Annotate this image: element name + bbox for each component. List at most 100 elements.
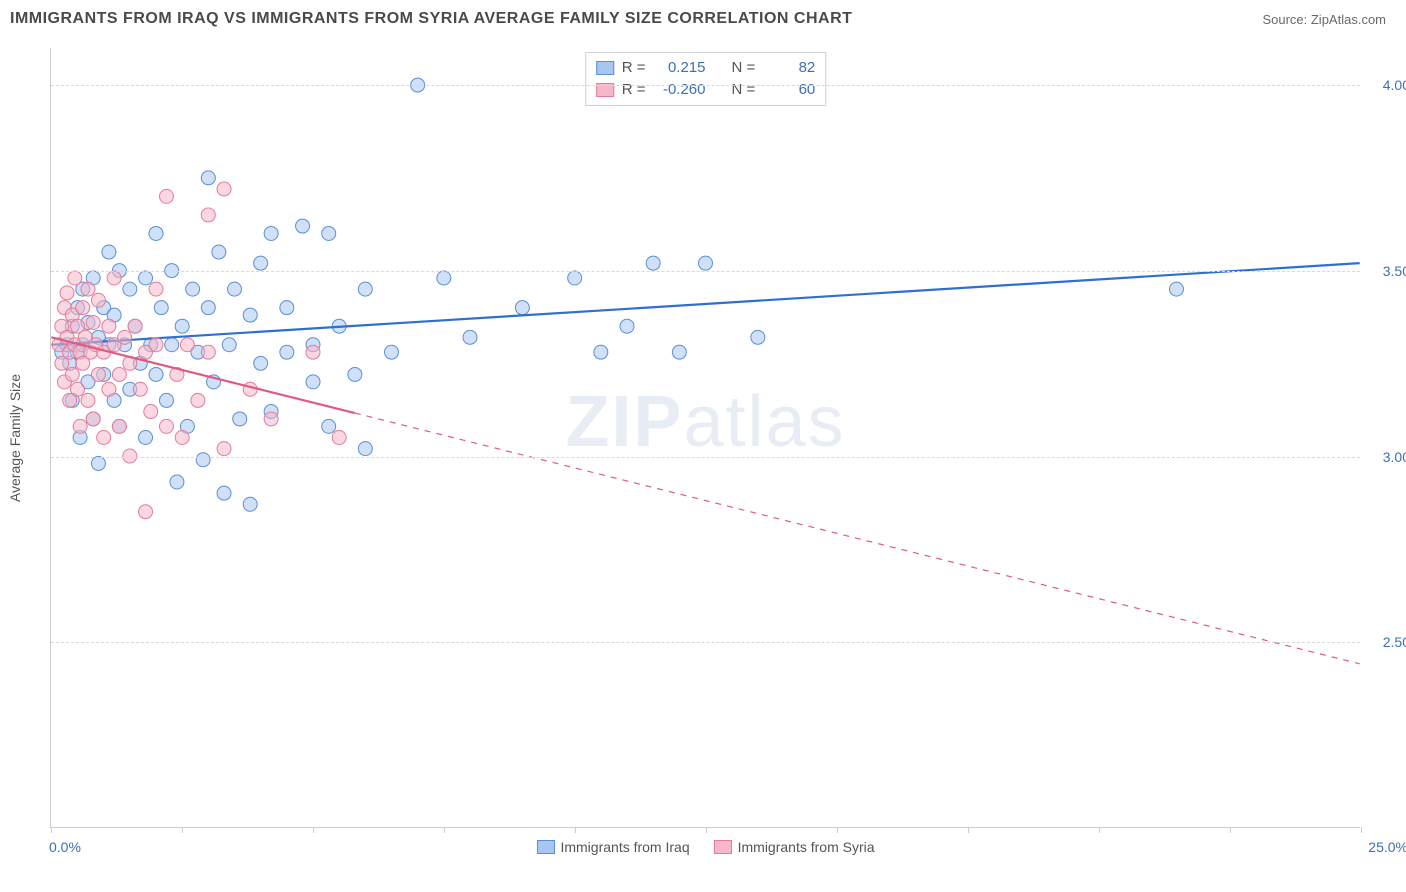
n-value-syria: 60 (763, 79, 815, 101)
data-point (60, 286, 74, 300)
data-point (191, 393, 205, 407)
data-point (243, 308, 257, 322)
data-point (81, 282, 95, 296)
regression-line-dashed (355, 413, 1360, 664)
legend-label-syria: Immigrants from Syria (738, 839, 875, 855)
data-point (159, 393, 173, 407)
data-point (515, 301, 529, 315)
data-point (133, 382, 147, 396)
data-point (212, 245, 226, 259)
data-point (159, 419, 173, 433)
data-point (358, 442, 372, 456)
data-point (102, 319, 116, 333)
data-point (91, 367, 105, 381)
data-point (91, 456, 105, 470)
data-point (201, 208, 215, 222)
data-point (123, 282, 137, 296)
swatch-iraq-bottom (536, 840, 554, 854)
y-tick-label: 3.00 (1366, 449, 1406, 465)
chart-title: IMMIGRANTS FROM IRAQ VS IMMIGRANTS FROM … (10, 10, 852, 28)
data-point (264, 226, 278, 240)
legend-item-syria: Immigrants from Syria (714, 839, 875, 855)
data-point (76, 301, 90, 315)
data-point (144, 405, 158, 419)
data-point (97, 431, 111, 445)
bottom-legend: Immigrants from Iraq Immigrants from Syr… (536, 839, 874, 855)
stats-row-syria: R = -0.260 N = 60 (596, 79, 816, 101)
data-point (165, 338, 179, 352)
plot-area: Average Family Size ZIPatlas R = 0.215 N… (50, 48, 1360, 828)
data-point (594, 345, 608, 359)
data-point (254, 356, 268, 370)
data-point (201, 301, 215, 315)
data-point (71, 382, 85, 396)
data-point (180, 338, 194, 352)
data-point (73, 419, 87, 433)
chart-source: Source: ZipAtlas.com (1262, 12, 1386, 27)
data-point (358, 282, 372, 296)
data-point (222, 338, 236, 352)
data-point (620, 319, 634, 333)
data-point (196, 453, 210, 467)
x-start-label: 0.0% (49, 839, 81, 855)
data-point (437, 271, 451, 285)
data-point (280, 345, 294, 359)
n-label-2: N = (732, 79, 756, 101)
x-end-label: 25.0% (1368, 839, 1406, 855)
chart-header: IMMIGRANTS FROM IRAQ VS IMMIGRANTS FROM … (0, 0, 1406, 34)
r-label: R = (622, 57, 646, 79)
data-point (128, 319, 142, 333)
data-point (68, 271, 82, 285)
data-point (751, 330, 765, 344)
data-point (149, 338, 163, 352)
data-point (91, 293, 105, 307)
data-point (149, 226, 163, 240)
data-point (175, 319, 189, 333)
data-point (296, 219, 310, 233)
data-point (112, 367, 126, 381)
data-point (348, 367, 362, 381)
data-point (264, 412, 278, 426)
r-value-iraq: 0.215 (654, 57, 706, 79)
swatch-syria-bottom (714, 840, 732, 854)
data-point (139, 431, 153, 445)
data-point (228, 282, 242, 296)
data-point (102, 382, 116, 396)
data-point (159, 189, 173, 203)
swatch-iraq (596, 61, 614, 75)
data-point (65, 367, 79, 381)
data-point (243, 497, 257, 511)
y-axis-title: Average Family Size (7, 373, 23, 501)
data-point (139, 505, 153, 519)
legend-label-iraq: Immigrants from Iraq (560, 839, 689, 855)
data-point (149, 367, 163, 381)
n-value-iraq: 82 (763, 57, 815, 79)
data-point (186, 282, 200, 296)
data-point (170, 475, 184, 489)
data-point (322, 419, 336, 433)
plot-svg (51, 48, 1360, 827)
stats-legend: R = 0.215 N = 82 R = -0.260 N = 60 (585, 52, 827, 106)
legend-item-iraq: Immigrants from Iraq (536, 839, 689, 855)
data-point (175, 431, 189, 445)
data-point (149, 282, 163, 296)
data-point (254, 256, 268, 270)
data-point (118, 330, 132, 344)
data-point (112, 419, 126, 433)
data-point (332, 431, 346, 445)
y-tick-label: 3.50 (1366, 263, 1406, 279)
data-point (102, 245, 116, 259)
data-point (646, 256, 660, 270)
stats-row-iraq: R = 0.215 N = 82 (596, 57, 816, 79)
data-point (672, 345, 686, 359)
regression-line (51, 263, 1359, 345)
data-point (81, 393, 95, 407)
data-point (306, 375, 320, 389)
data-point (86, 316, 100, 330)
data-point (217, 442, 231, 456)
data-point (233, 412, 247, 426)
data-point (385, 345, 399, 359)
data-point (154, 301, 168, 315)
data-point (280, 301, 294, 315)
data-point (201, 345, 215, 359)
